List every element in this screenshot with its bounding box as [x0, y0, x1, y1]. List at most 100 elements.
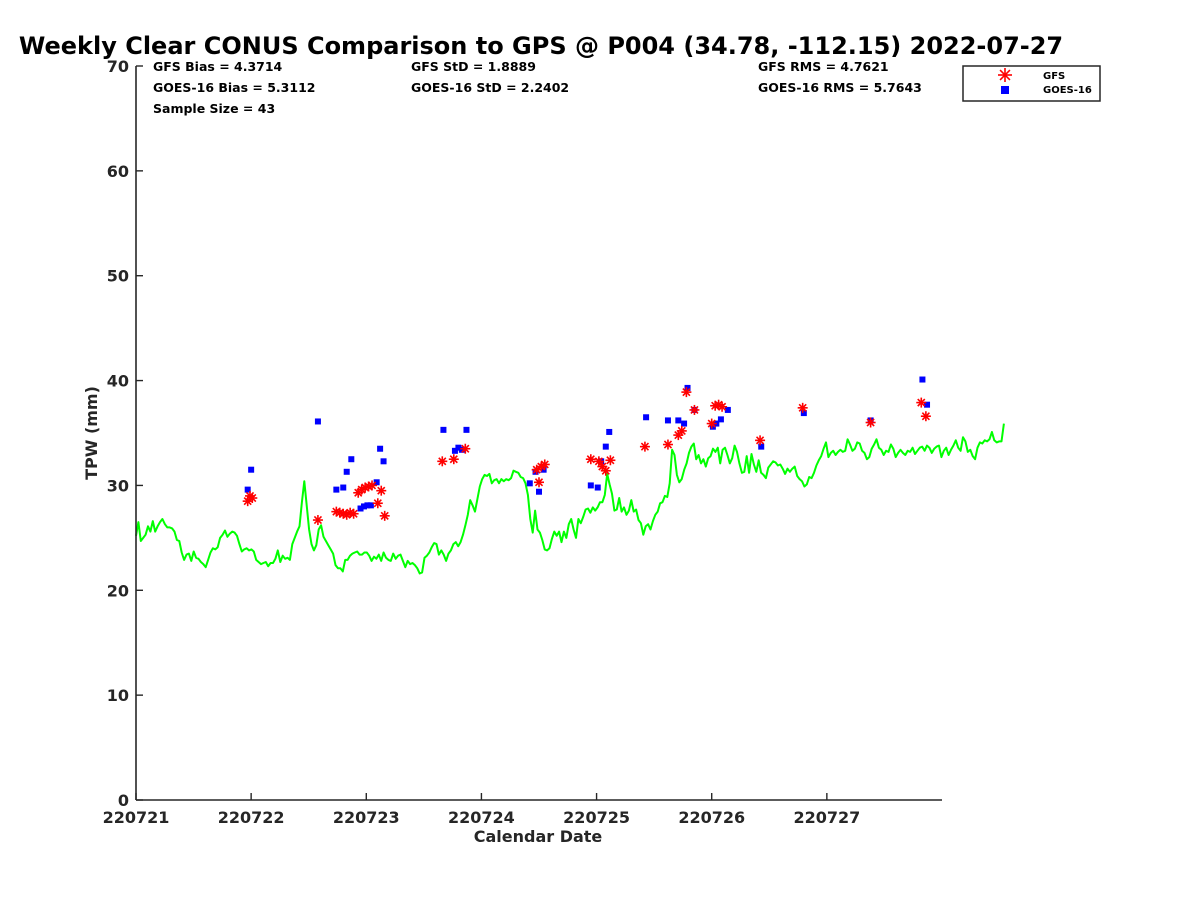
- gfs-point: [367, 480, 378, 491]
- goes-point: [340, 484, 347, 491]
- goes-point: [440, 426, 447, 433]
- goes-point: [455, 444, 462, 451]
- goes-point: [919, 376, 926, 383]
- goes-point: [606, 428, 613, 435]
- goes-point: [602, 443, 609, 450]
- goes-point: [717, 416, 724, 423]
- goes-point: [924, 401, 931, 408]
- goes-point: [758, 443, 765, 450]
- gfs-point: [797, 402, 808, 413]
- y-tick-label: 30: [107, 476, 129, 495]
- x-tick-label: 220723: [333, 808, 400, 827]
- goes-std-stat: GOES-16 StD = 2.2402: [411, 80, 569, 95]
- gfs-point: [437, 456, 448, 467]
- gfs-point: [689, 404, 700, 415]
- y-tick-label: 0: [118, 791, 129, 810]
- goes-point: [451, 447, 458, 454]
- x-tick-label: 220722: [218, 808, 285, 827]
- gps-line-layer: [135, 423, 1005, 575]
- x-axis-label: Calendar Date: [474, 827, 603, 846]
- gfs-bias-stat: GFS Bias = 4.3714: [153, 59, 283, 74]
- gfs-point: [585, 454, 596, 465]
- gfs-point: [372, 498, 383, 509]
- gfs-point: [312, 515, 323, 526]
- goes-point: [724, 406, 731, 413]
- gfs-point: [916, 397, 927, 408]
- goes-point: [248, 466, 255, 473]
- y-tick-label: 10: [107, 686, 129, 705]
- goes-point: [377, 445, 384, 452]
- gfs-point: [460, 443, 471, 454]
- goes-point: [357, 505, 364, 512]
- gfs-rms-stat: GFS RMS = 4.7621: [758, 59, 889, 74]
- gfs-points-layer: [242, 387, 931, 526]
- gfs-point: [755, 435, 766, 446]
- goes-point: [594, 484, 601, 491]
- goes-point: [333, 486, 340, 493]
- legend-gfs-asterisk: [998, 68, 1012, 82]
- gfs-point: [706, 418, 717, 429]
- goes-rms-stat: GOES-16 RMS = 5.7643: [758, 80, 922, 95]
- legend-gfs-label: GFS: [1043, 71, 1065, 82]
- goes-bias-stat: GOES-16 Bias = 5.3112: [153, 80, 315, 95]
- x-tick-label: 220725: [563, 808, 630, 827]
- goes-point: [526, 480, 533, 487]
- legend: GFS GOES-16: [962, 65, 1101, 102]
- gfs-point: [539, 459, 550, 470]
- axes: 0 10 20 30 40 50 60 70 220721 220722 220723 220724 2…: [103, 57, 942, 827]
- gfs-point: [448, 454, 459, 465]
- gfs-point: [379, 510, 390, 521]
- y-tick-label: 70: [107, 57, 129, 76]
- gfs-std-stat: GFS StD = 1.8889: [411, 59, 536, 74]
- goes-point: [643, 414, 650, 421]
- legend-goes-label: GOES-16: [1043, 85, 1092, 96]
- goes-point: [348, 456, 355, 463]
- gfs-point: [717, 401, 728, 412]
- legend-gfs-marker: [998, 68, 1012, 82]
- goes-point: [360, 503, 367, 510]
- goes-point: [314, 418, 321, 425]
- gfs-point: [348, 508, 359, 519]
- gfs-point: [865, 417, 876, 428]
- sample-size-stat: Sample Size = 43: [153, 101, 275, 116]
- gfs-point: [676, 425, 687, 436]
- gfs-point: [681, 387, 692, 398]
- y-tick-label: 60: [107, 162, 129, 181]
- legend-goes-marker: [1001, 86, 1009, 94]
- goes-point: [380, 458, 387, 465]
- chart-title: Weekly Clear CONUS Comparison to GPS @ P…: [19, 32, 1063, 60]
- goes-point: [664, 417, 671, 424]
- gfs-point: [662, 439, 673, 450]
- y-tick-label: 20: [107, 581, 129, 600]
- goes-point: [458, 446, 465, 453]
- goes-point: [463, 426, 470, 433]
- gfs-point: [593, 456, 604, 467]
- goes-point: [587, 482, 594, 489]
- goes-point: [244, 486, 251, 493]
- gfs-point: [639, 441, 650, 452]
- legend-box: [962, 65, 1101, 102]
- goes-point: [681, 420, 688, 427]
- goes-point: [709, 423, 716, 430]
- goes-point: [367, 502, 374, 509]
- goes-point: [684, 384, 691, 391]
- x-tick-label: 220724: [448, 808, 515, 827]
- gfs-point: [600, 465, 611, 476]
- gfs-point: [247, 493, 258, 504]
- y-tick-label: 50: [107, 267, 129, 286]
- gfs-point: [376, 485, 387, 496]
- x-tick-label: 220727: [793, 808, 860, 827]
- goes-point: [343, 468, 350, 475]
- y-axis-label: TPW (mm): [82, 386, 101, 480]
- y-tick-label: 40: [107, 372, 129, 391]
- gps-series-line: [135, 423, 1005, 575]
- gfs-point: [920, 411, 931, 422]
- gfs-point: [605, 455, 616, 466]
- x-tick-label: 220726: [678, 808, 745, 827]
- goes-point: [373, 479, 380, 486]
- goes-point: [536, 488, 542, 495]
- goes-point: [364, 502, 371, 509]
- goes-point: [675, 417, 682, 424]
- goes-point: [800, 410, 807, 417]
